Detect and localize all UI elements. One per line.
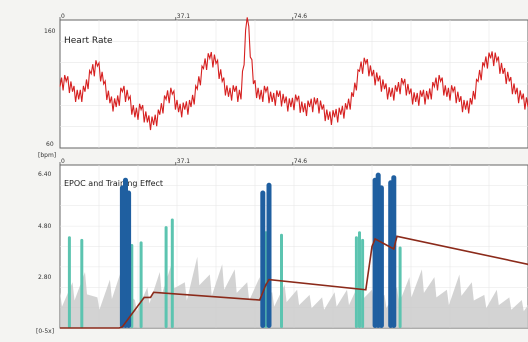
epoc-y-max: 6.40 — [38, 171, 52, 178]
heart-rate-line — [59, 17, 528, 131]
epoc-y-mid2: 2.80 — [38, 274, 52, 281]
epoc-spike-light — [80, 238, 84, 328]
x-tick-label: 74.6 — [294, 13, 308, 20]
epoc-y-mid1: 4.80 — [38, 223, 52, 230]
epoc-spike-dark — [260, 190, 266, 328]
x-tick-label: 74.6 — [294, 158, 308, 165]
epoc-background-area — [60, 256, 528, 328]
heart-rate-grid — [60, 20, 528, 148]
heart-rate-y-unit: [bpm] — [38, 152, 56, 159]
epoc-spike-dark — [391, 175, 397, 328]
heart-rate-panel: 0 37.1 74.6 Heart Rate 160 60 [bpm] — [38, 13, 528, 159]
epoc-spike-dark — [266, 182, 272, 328]
epoc-spike-light — [139, 241, 143, 328]
epoc-series — [60, 172, 528, 329]
epoc-x-ticks: 0 37.1 74.6 — [59, 158, 308, 165]
epoc-spike-light — [354, 236, 358, 328]
heart-rate-title: Heart Rate — [64, 36, 113, 46]
epoc-title: EPOC and Training Effect — [64, 179, 163, 188]
epoc-spike-light — [358, 231, 361, 328]
heart-rate-x-ticks: 0 37.1 74.6 — [59, 13, 308, 20]
epoc-panel: 0 37.1 74.6 EPOC and Training Effect 6.40 … — [36, 158, 528, 335]
epoc-spike-light — [164, 226, 168, 328]
epoc-y-unit: [0-5x] — [36, 328, 54, 335]
x-tick-label: 0 — [61, 158, 65, 165]
epoc-spike-light — [398, 246, 402, 328]
epoc-spike-light — [170, 218, 174, 328]
epoc-spike-light — [361, 238, 365, 328]
x-tick-label: 0 — [61, 13, 65, 20]
heart-rate-y-min: 60 — [46, 141, 54, 148]
epoc-spike-dark — [126, 190, 132, 328]
x-tick-label: 37.1 — [177, 13, 191, 20]
training-effect-line — [60, 235, 528, 329]
epoc-spike-dark — [378, 185, 384, 328]
heart-rate-series — [59, 17, 528, 131]
x-tick-label: 37.1 — [177, 158, 191, 165]
heart-rate-y-max: 160 — [44, 28, 56, 35]
epoc-spike-light — [67, 236, 71, 328]
